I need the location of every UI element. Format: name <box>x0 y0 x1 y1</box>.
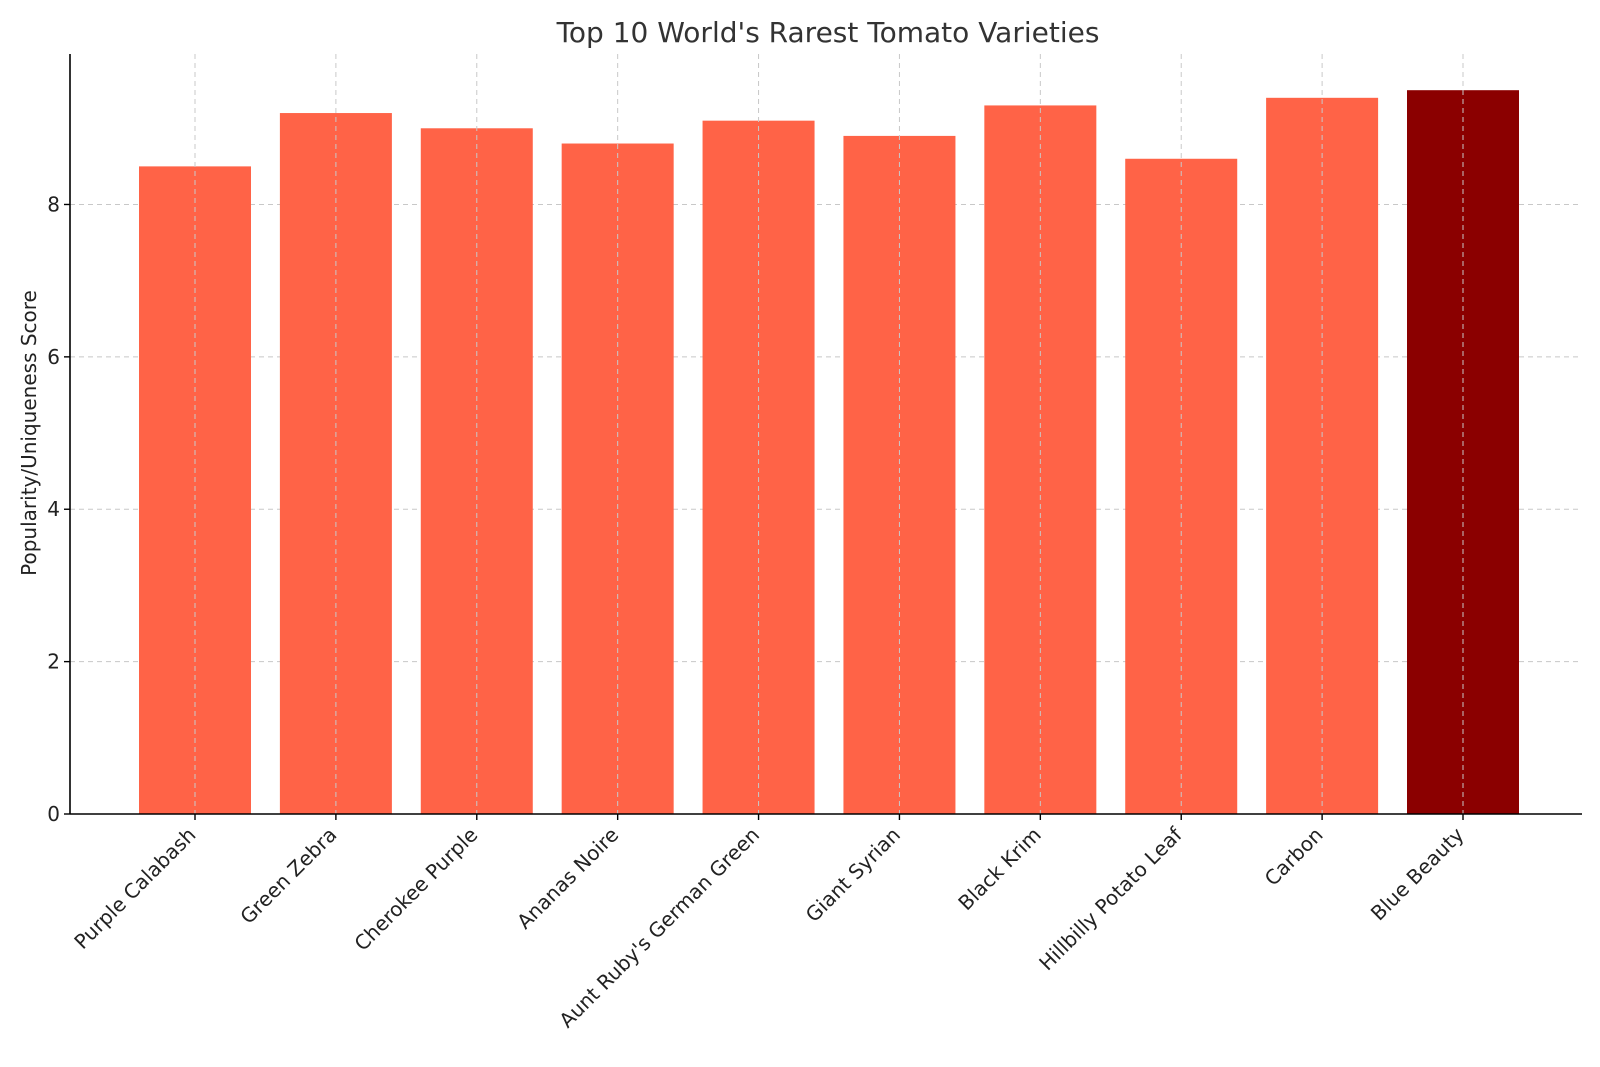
bar-aunt-ruby-s-german-green <box>702 120 815 814</box>
y-tick-label: 8 <box>47 192 60 216</box>
y-axis-label: Popularity/Uniqueness Score <box>17 290 41 576</box>
x-tick-label: Purple Calabash <box>69 823 200 954</box>
x-tick-label: Hillbilly Potato Leaf <box>1034 822 1187 975</box>
x-tick-label: Cherokee Purple <box>349 823 482 956</box>
x-tick-label: Ananas Noire <box>512 823 623 934</box>
chart-title: Top 10 World's Rarest Tomato Varieties <box>556 16 1100 49</box>
x-tick-label: Blue Beauty <box>1366 822 1469 925</box>
axes <box>69 54 1582 815</box>
x-ticks: Purple Calabash Green Zebra Cherokee Purpl… <box>69 814 1469 1032</box>
y-tick-label: 2 <box>47 650 60 674</box>
x-tick-label: Black Krim <box>953 823 1046 916</box>
x-tick-label: Giant Syrian <box>801 823 905 927</box>
y-tick-label: 6 <box>47 345 60 369</box>
vertical-grid-lines <box>194 54 1464 814</box>
bar-giant-syrian <box>843 135 956 814</box>
y-tick-label: 0 <box>47 802 60 826</box>
x-tick-label: Green Zebra <box>235 823 341 929</box>
y-tick-label: 4 <box>47 497 60 521</box>
y-ticks: 0 2 4 6 8 <box>47 192 70 826</box>
x-tick-label: Carbon <box>1260 823 1328 891</box>
bars <box>139 90 1519 815</box>
